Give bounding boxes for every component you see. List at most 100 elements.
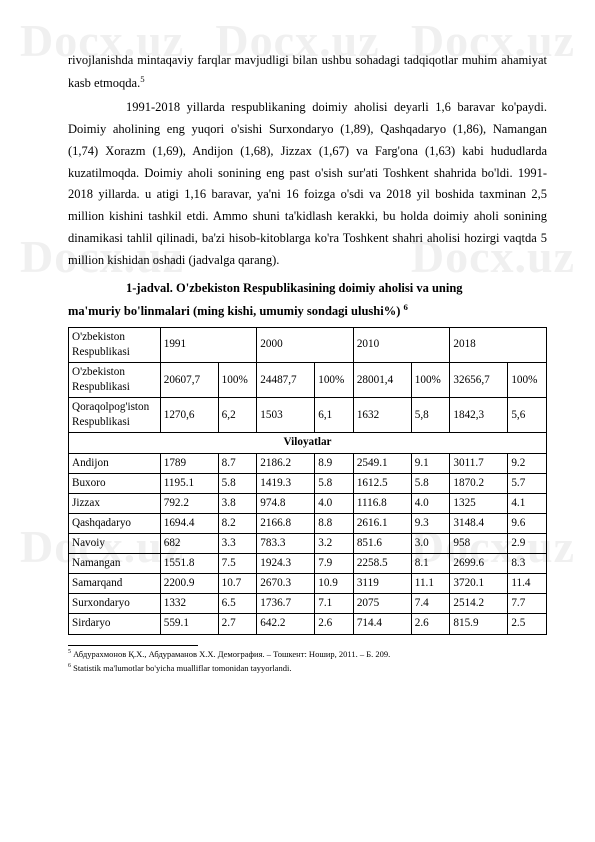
cell: 5.8 [315,473,354,493]
table-row: Samarqand2200.910.72670.310.9311911.1372… [69,574,547,594]
cell: 9.2 [508,453,547,473]
footnote-1: 5 Абдурахмонов Қ.Х., Абдураманов Х.Х. Де… [68,649,547,660]
cell: 2.9 [508,534,547,554]
cell: 2670.3 [257,574,315,594]
table-row: Qashqadaryo1694.48.22166.88.82616.19.331… [69,513,547,533]
cell: 11.1 [411,574,450,594]
cell: 5.8 [218,473,257,493]
cell: 9.6 [508,513,547,533]
cell: 3011.7 [450,453,508,473]
cell: 8.3 [508,554,547,574]
data-table: O'zbekiston Respublikasi 1991 2000 2010 … [68,327,547,635]
cell: 32656,7 [450,363,508,398]
table-row: Surxondaryo13326.51736.77.120757.42514.2… [69,594,547,614]
cell: 3148.4 [450,513,508,533]
cell: 559.1 [160,614,218,634]
cell: 2514.2 [450,594,508,614]
cell: 3119 [353,574,411,594]
cell: 815.9 [450,614,508,634]
cell: 1842,3 [450,398,508,433]
paragraph-1: rivojlanishda mintaqaviy farqlar mavjudl… [68,50,547,95]
footnote-ref-6: 6 [404,302,408,312]
cell: 28001,4 [353,363,411,398]
cell: 8.2 [218,513,257,533]
cell: Navoiy [69,534,161,554]
cell: 24487,7 [257,363,315,398]
cell: Buxoro [69,473,161,493]
cell: 974.8 [257,493,315,513]
cell: 10.7 [218,574,257,594]
cell: 714.4 [353,614,411,634]
cell: Qoraqolpog'iston Respublikasi [69,398,161,433]
cell: 1419.3 [257,473,315,493]
footnote-ref-5: 5 [140,74,144,84]
header-year: 1991 [160,327,257,362]
cell: 6,2 [218,398,257,433]
cell: 100% [218,363,257,398]
cell: 2549.1 [353,453,411,473]
cell: 7.5 [218,554,257,574]
cell: 6.5 [218,594,257,614]
cell: 4.1 [508,493,547,513]
cell: 100% [315,363,354,398]
cell: 8.7 [218,453,257,473]
cell: 2186.2 [257,453,315,473]
cell: 5,8 [411,398,450,433]
footnotes-separator [68,645,198,646]
cell: 3720.1 [450,574,508,594]
cell: 783.3 [257,534,315,554]
cell: 2258.5 [353,554,411,574]
cell: Jizzax [69,493,161,513]
cell: 4.0 [315,493,354,513]
cell: 682 [160,534,218,554]
cell: 1195.1 [160,473,218,493]
cell: 7.4 [411,594,450,614]
footnote-text: Statistik ma'lumotlar bo'yicha muallifla… [71,663,291,673]
header-year: 2000 [257,327,354,362]
cell: 958 [450,534,508,554]
cell: 9.1 [411,453,450,473]
cell: 1736.7 [257,594,315,614]
cell: 3.8 [218,493,257,513]
cell: 1551.8 [160,554,218,574]
cell: Sirdaryo [69,614,161,634]
table-title: 1-jadval. O'zbekiston Respublikasining d… [68,278,547,323]
cell: 2.7 [218,614,257,634]
cell: Surxondaryo [69,594,161,614]
cell: 792.2 [160,493,218,513]
cell: 2.6 [315,614,354,634]
header-year: 2018 [450,327,547,362]
cell: 8.9 [315,453,354,473]
cell: 2699.6 [450,554,508,574]
cell: 9.3 [411,513,450,533]
cell: 100% [411,363,450,398]
cell: 3.0 [411,534,450,554]
table-row: Qoraqolpog'iston Respublikasi 1270,6 6,2… [69,398,547,433]
table-row: Navoiy6823.3783.33.2851.63.09582.9 [69,534,547,554]
table-row: Andijon17898.72186.28.92549.19.13011.79.… [69,453,547,473]
cell: 1870.2 [450,473,508,493]
cell: 1332 [160,594,218,614]
cell: 1116.8 [353,493,411,513]
cell: 10.9 [315,574,354,594]
table-row: Buxoro1195.15.81419.35.81612.55.81870.25… [69,473,547,493]
cell: O'zbekiston Respublikasi [69,363,161,398]
cell: 5.7 [508,473,547,493]
table-row: Jizzax792.23.8974.84.01116.84.013254.1 [69,493,547,513]
cell: Andijon [69,453,161,473]
cell: 1694.4 [160,513,218,533]
cell: 100% [508,363,547,398]
cell: 1789 [160,453,218,473]
table-row: O'zbekiston Respublikasi 20607,7 100% 24… [69,363,547,398]
page-content: rivojlanishda mintaqaviy farqlar mavjudl… [0,0,595,704]
cell: 5.8 [411,473,450,493]
cell: 1612.5 [353,473,411,493]
footnote-2: 6 Statistik ma'lumotlar bo'yicha muallif… [68,663,547,674]
cell: Samarqand [69,574,161,594]
cell: 7.9 [315,554,354,574]
cell: 7.7 [508,594,547,614]
cell: 2166.8 [257,513,315,533]
para1-text: rivojlanishda mintaqaviy farqlar mavjudl… [68,53,547,90]
table-row: Sirdaryo559.12.7642.22.6714.42.6815.92.5 [69,614,547,634]
cell: 3.2 [315,534,354,554]
